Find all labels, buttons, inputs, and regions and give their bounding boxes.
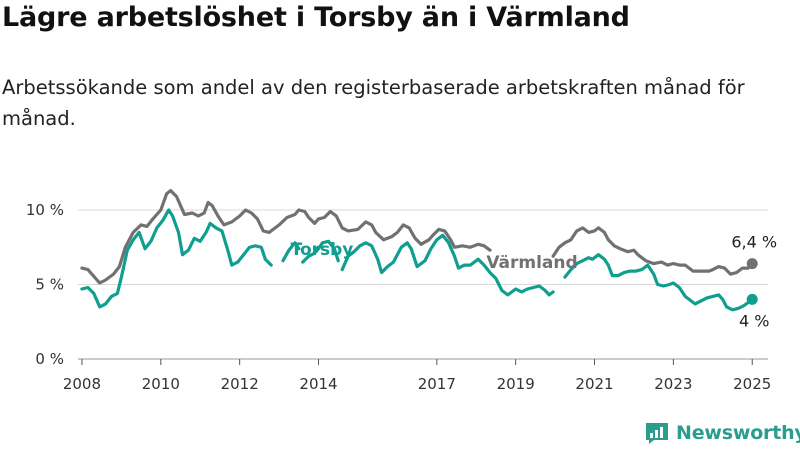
end-label-torsby: 4 % bbox=[739, 311, 769, 330]
x-tick-label: 2008 bbox=[63, 375, 101, 393]
x-tick-label: 2014 bbox=[299, 375, 337, 393]
line-layer bbox=[80, 189, 758, 312]
y-tick-label: 5 % bbox=[35, 276, 64, 294]
brand-name: Newsworthy bbox=[676, 422, 800, 444]
newsworthy-logo-icon bbox=[646, 423, 668, 444]
grid-layer bbox=[78, 209, 768, 360]
x-tick-label: 2010 bbox=[142, 375, 180, 393]
series-line-vrmland-1 bbox=[551, 226, 754, 276]
newsworthy-logo[interactable]: Newsworthy bbox=[644, 420, 800, 446]
y-tick-label: 0 % bbox=[35, 350, 64, 368]
chart-title: Lägre arbetslöshet i Torsby än i Värmlan… bbox=[2, 2, 630, 33]
series-line-torsby-4 bbox=[563, 253, 754, 312]
end-label-varmland: 6,4 % bbox=[731, 233, 777, 252]
series-line-vrmland-0 bbox=[80, 189, 492, 285]
series-label-torsby: Torsby bbox=[291, 240, 354, 260]
end-point-torsby bbox=[746, 293, 758, 305]
series-line-torsby-1 bbox=[281, 241, 301, 263]
y-tick-label: 10 % bbox=[26, 201, 64, 219]
end-point-vrmland bbox=[746, 258, 758, 270]
series-line-torsby-0 bbox=[80, 208, 273, 309]
chart-subtitle: Arbetssökande som andel av den registerb… bbox=[2, 76, 745, 130]
label-layer: Torsby Värmland 6,4 % 4 % bbox=[291, 233, 777, 331]
x-tick-label: 2025 bbox=[733, 375, 771, 393]
x-tick-label: 2012 bbox=[221, 375, 259, 393]
series-label-varmland: Värmland bbox=[486, 253, 577, 273]
x-tick-label: 2023 bbox=[654, 375, 692, 393]
x-tick-label: 2019 bbox=[497, 375, 535, 393]
x-tick-label: 2017 bbox=[418, 375, 456, 393]
line-chart: Torsby Värmland 6,4 % 4 % 0 % 5 % 10 % 2008 201… bbox=[26, 189, 777, 393]
x-axis: 0 % 5 % 10 % 2008 2010 2012 2014 2017 2019 2021 20… bbox=[26, 201, 771, 393]
series-line-torsby-3 bbox=[340, 233, 555, 297]
series-line-torsby-2 bbox=[301, 239, 340, 264]
x-tick-label: 2021 bbox=[575, 375, 613, 393]
